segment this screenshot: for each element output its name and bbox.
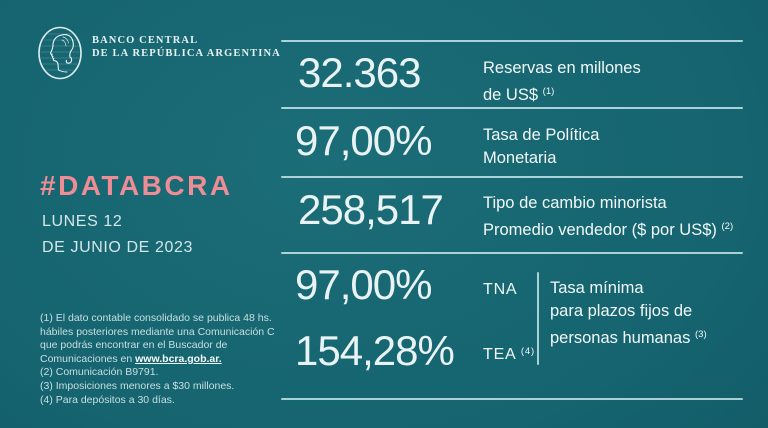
- footnote-1: (1) El dato contable consolidado se publ…: [40, 312, 275, 365]
- row-divider: [281, 107, 743, 109]
- date-line1: LUNES 12: [42, 213, 123, 230]
- row-divider: [281, 40, 743, 42]
- row-divider: [281, 398, 743, 400]
- policy-rate-label: Tasa de Política Monetaria: [483, 126, 600, 167]
- bank-name: BANCO CENTRAL DE LA REPÚBLICA ARGENTINA: [92, 34, 281, 60]
- date-line2: DE JUNIO DE 2023: [42, 239, 193, 256]
- footnote-2: (2) Comunicación B9791.: [40, 366, 159, 379]
- hashtag-title: #DATABCRA: [40, 170, 233, 201]
- tea-unit-label: TEA (4): [483, 346, 536, 363]
- reserves-value: 32.363: [298, 49, 421, 96]
- policy-rate-value: 97,00%: [295, 117, 432, 164]
- row-divider: [281, 252, 743, 254]
- tea-value: 154,28%: [295, 327, 455, 374]
- tna-value: 97,00%: [295, 261, 432, 308]
- vertical-divider: [537, 272, 539, 365]
- reserves-label: Reservas en millones de US$ (1): [483, 59, 641, 104]
- metrics-panel: 32.363 Reservas en millones de US$ (1) 9…: [281, 0, 743, 428]
- footnote-ref-3: (3): [694, 329, 707, 340]
- footnote-ref-4: (4): [520, 346, 536, 357]
- fixed-term-label: Tasa mínima para plazos fijos de persona…: [550, 279, 707, 347]
- footnote-ref-2: (2): [721, 221, 734, 232]
- exchange-rate-label: Tipo de cambio minorista Promedio vended…: [483, 194, 734, 239]
- footnote-ref-1: (1): [542, 86, 555, 97]
- bank-name-line2: DE LA REPÚBLICA ARGENTINA: [92, 48, 281, 59]
- bank-name-line1: BANCO CENTRAL: [92, 35, 199, 46]
- exchange-rate-value: 258,517: [298, 186, 444, 233]
- tna-unit-label: TNA: [483, 281, 518, 298]
- footnote-4: (4) Para depósitos a 30 días.: [40, 393, 175, 406]
- footnote-3: (3) Imposiciones menores a $30 millones.: [40, 379, 235, 392]
- row-divider: [281, 176, 743, 178]
- bcra-website-link[interactable]: www.bcra.gob.ar.: [135, 352, 222, 365]
- footnotes: (1) El dato contable consolidado se publ…: [40, 312, 280, 407]
- bcra-logo-icon: [38, 26, 82, 80]
- date: LUNES 12 DE JUNIO DE 2023: [42, 209, 193, 261]
